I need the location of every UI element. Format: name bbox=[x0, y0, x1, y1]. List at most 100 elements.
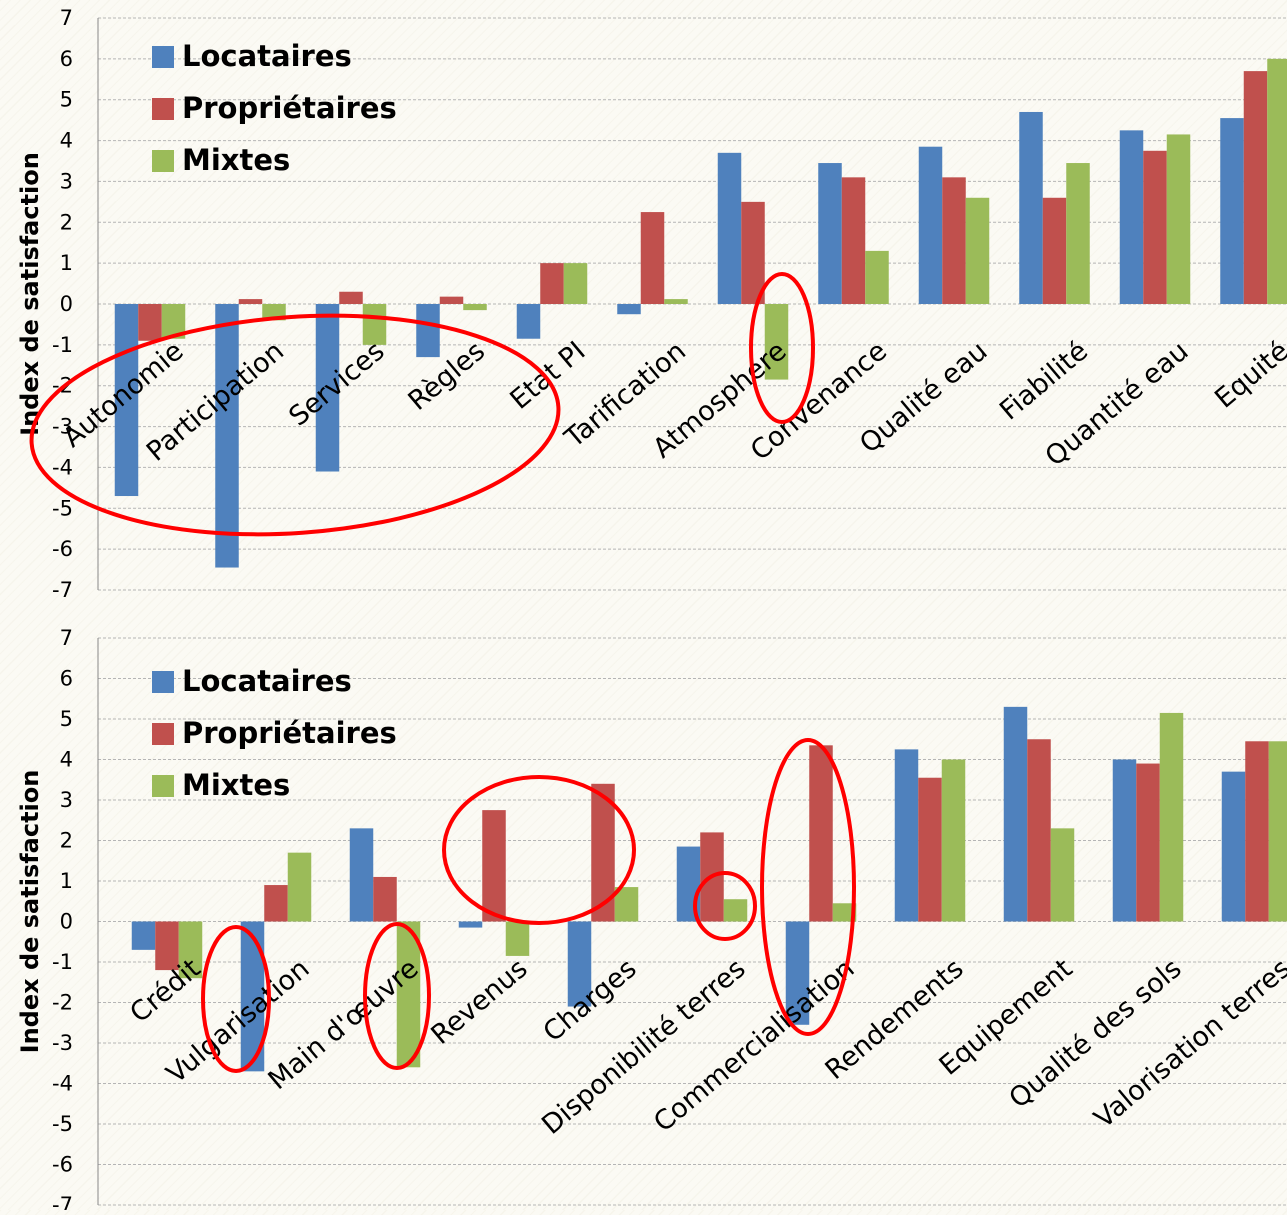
legend-label: Mixtes bbox=[182, 768, 290, 802]
bar-propriétaires bbox=[540, 263, 564, 304]
category-label: Valorisation terres bbox=[1089, 953, 1287, 1135]
bar-mixtes bbox=[1066, 163, 1090, 304]
y-tick-label: 0 bbox=[60, 910, 73, 934]
bar-locataires bbox=[894, 749, 919, 922]
legend-label: Propriétaires bbox=[182, 91, 397, 125]
category-label: Revenus bbox=[425, 953, 533, 1051]
y-tick-label: 4 bbox=[60, 129, 73, 153]
bar-locataires bbox=[1119, 130, 1144, 304]
bar-locataires bbox=[416, 304, 440, 358]
bar-locataires bbox=[516, 304, 541, 339]
annotation-circle bbox=[760, 738, 856, 1036]
bar-locataires bbox=[1003, 706, 1028, 922]
y-axis-title: Index de satisfaction bbox=[16, 152, 44, 436]
legend-swatch-mixtes bbox=[152, 775, 174, 797]
y-tick-label: 6 bbox=[60, 667, 73, 691]
bar-mixtes bbox=[1159, 712, 1184, 922]
y-tick-label: -7 bbox=[52, 1193, 73, 1210]
bar-propriétaires bbox=[942, 177, 966, 304]
category-label: Règles bbox=[403, 336, 491, 417]
bar-mixtes bbox=[362, 304, 387, 345]
bar-propriétaires bbox=[373, 876, 397, 922]
category-label: Commercialisation bbox=[648, 953, 860, 1138]
y-tick-label: 3 bbox=[60, 169, 73, 193]
bar-propriétaires bbox=[591, 783, 615, 922]
bar-locataires bbox=[458, 921, 483, 928]
annotation-circle bbox=[693, 871, 757, 941]
bar-propriétaires bbox=[1136, 763, 1160, 922]
bar-mixtes bbox=[965, 197, 990, 304]
y-axis-title: Index de satisfaction bbox=[16, 770, 44, 1054]
bar-locataires bbox=[349, 828, 374, 922]
legend-swatch-mixtes bbox=[152, 150, 174, 172]
y-tick-label: -3 bbox=[52, 1031, 73, 1055]
y-tick-label: 2 bbox=[60, 210, 73, 234]
bar-propriétaires bbox=[439, 296, 464, 304]
annotation-circle bbox=[363, 922, 431, 1070]
legend-label: Locataires bbox=[182, 664, 352, 698]
bar-locataires bbox=[818, 163, 842, 304]
bar-mixtes bbox=[764, 304, 789, 380]
bar-mixtes bbox=[865, 250, 889, 304]
y-tick-label: -4 bbox=[52, 455, 73, 479]
bar-locataires bbox=[785, 921, 810, 1025]
y-tick-label: -2 bbox=[52, 991, 73, 1015]
y-tick-label: -6 bbox=[52, 1153, 73, 1177]
bar-propriétaires bbox=[482, 810, 506, 922]
bar-propriétaires bbox=[640, 212, 665, 304]
y-tick-label: -1 bbox=[52, 950, 73, 974]
annotation-circle bbox=[29, 313, 561, 537]
bar-propriétaires bbox=[809, 745, 833, 922]
legend-swatch-propriétaires bbox=[152, 723, 174, 745]
bar-locataires bbox=[1019, 111, 1043, 304]
y-tick-label: -7 bbox=[52, 578, 73, 602]
annotation-circle bbox=[442, 775, 636, 925]
bar-propriétaires bbox=[339, 291, 363, 304]
bar-propriétaires bbox=[918, 777, 942, 922]
bar-mixtes bbox=[161, 304, 186, 339]
y-tick-label: 3 bbox=[60, 788, 73, 812]
legend-swatch-locataires bbox=[152, 46, 174, 68]
y-tick-label: -1 bbox=[52, 333, 73, 357]
bar-propriétaires bbox=[138, 304, 162, 341]
y-tick-label: -5 bbox=[52, 1112, 73, 1136]
bar-propriétaires bbox=[238, 299, 263, 304]
bar-locataires bbox=[717, 152, 742, 304]
bar-mixtes bbox=[614, 887, 639, 922]
category-label: Etat PI bbox=[504, 336, 591, 416]
bar-propriétaires bbox=[1027, 739, 1051, 922]
y-tick-label: 7 bbox=[60, 6, 73, 30]
bar-mixtes bbox=[178, 921, 203, 979]
bar-mixtes bbox=[1166, 134, 1191, 304]
bar-mixtes bbox=[723, 899, 748, 922]
bar-mixtes bbox=[1268, 741, 1287, 922]
bar-locataires bbox=[315, 304, 340, 472]
bar-mixtes bbox=[396, 921, 421, 1068]
y-tick-label: 0 bbox=[60, 292, 73, 316]
bar-locataires bbox=[1221, 771, 1246, 922]
legend-label: Mixtes bbox=[182, 143, 290, 177]
legend-label: Locataires bbox=[182, 39, 352, 73]
bar-mixtes bbox=[463, 304, 487, 311]
legend-label: Propriétaires bbox=[182, 716, 397, 750]
bar-propriétaires bbox=[841, 177, 866, 304]
y-tick-label: -5 bbox=[52, 496, 73, 520]
category-label: Equité bbox=[1209, 336, 1287, 415]
bar-locataires bbox=[918, 146, 943, 304]
bar-locataires bbox=[1220, 118, 1244, 304]
y-tick-label: -4 bbox=[52, 1072, 73, 1096]
legend-swatch-propriétaires bbox=[152, 98, 174, 120]
bar-propriétaires bbox=[741, 201, 765, 304]
bar-propriétaires bbox=[1243, 71, 1268, 304]
bar-mixtes bbox=[287, 852, 312, 922]
bar-propriétaires bbox=[1245, 741, 1269, 922]
bar-propriétaires bbox=[264, 885, 288, 922]
y-tick-label: -6 bbox=[52, 537, 73, 561]
bar-mixtes bbox=[505, 921, 530, 956]
y-tick-label: 5 bbox=[60, 707, 73, 731]
y-tick-label: -3 bbox=[52, 415, 73, 439]
bar-mixtes bbox=[1050, 828, 1075, 922]
y-tick-label: 1 bbox=[60, 251, 73, 275]
